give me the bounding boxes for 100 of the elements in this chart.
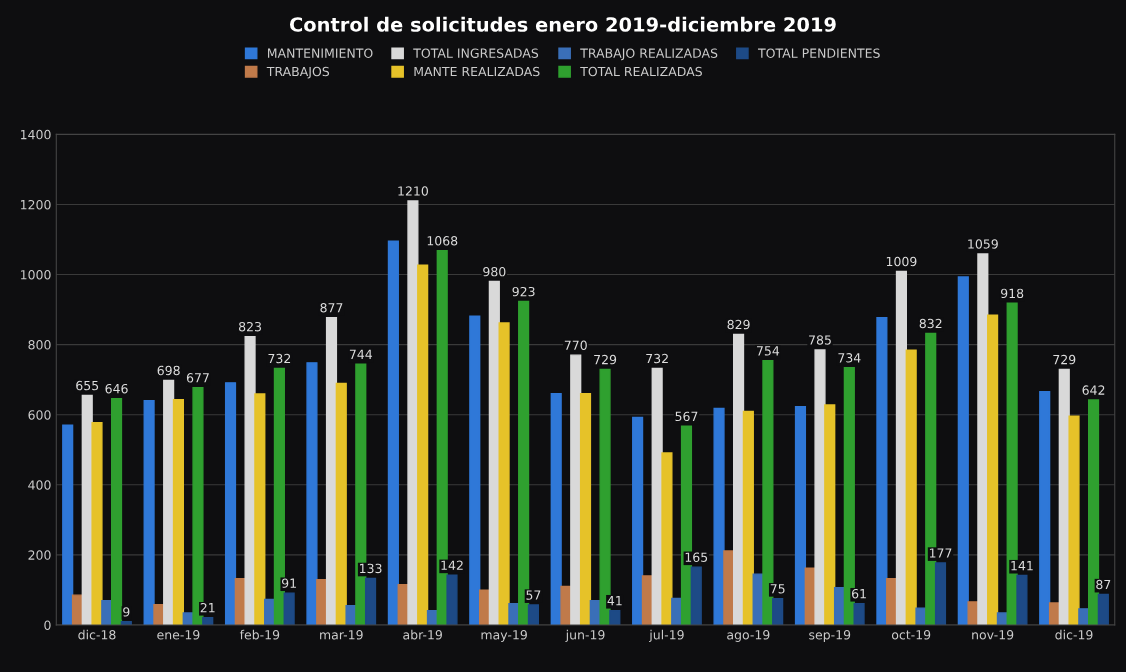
data-label: 877	[320, 303, 343, 313]
y-tick-label: 1400	[21, 129, 51, 140]
data-label: 9	[123, 607, 130, 617]
y-tick-label: 1200	[21, 199, 51, 210]
data-label: 729	[594, 354, 617, 365]
data-label: 142	[441, 560, 463, 570]
x-tick-label: may-19	[481, 630, 527, 642]
x-tick-label: mar-19	[320, 630, 363, 640]
bar	[527, 604, 539, 625]
bar	[364, 577, 377, 625]
data-label: 141	[1011, 561, 1033, 571]
data-label: 734	[838, 353, 861, 363]
bar	[172, 398, 185, 625]
bar	[853, 602, 865, 625]
data-label: 165	[685, 552, 708, 562]
bar	[325, 316, 338, 625]
data-label: 829	[727, 319, 750, 330]
bar	[387, 240, 399, 625]
x-tick-label: ene-19	[157, 630, 200, 640]
bar	[1016, 574, 1028, 625]
bar	[110, 397, 123, 625]
x-tick-label: feb-19	[239, 629, 280, 640]
bar	[488, 280, 500, 625]
bar	[742, 410, 754, 625]
legend-label: TOTAL PENDIENTES	[757, 48, 880, 58]
chart-title: Control de solicitudes enero 2019-diciembre 2019	[289, 16, 836, 32]
data-label: 832	[919, 318, 942, 329]
data-label: 41	[607, 596, 622, 606]
bar	[905, 349, 917, 625]
bar	[91, 422, 103, 625]
bar	[772, 597, 784, 625]
bar	[62, 424, 74, 625]
data-label: 980	[483, 266, 506, 277]
bar	[814, 349, 826, 625]
data-label: 61	[852, 588, 866, 599]
bar	[1039, 390, 1051, 625]
bar	[794, 405, 807, 625]
bar	[661, 452, 673, 625]
data-label: 1059	[968, 239, 998, 249]
bar	[469, 315, 481, 625]
bar	[283, 592, 295, 625]
bar	[632, 416, 644, 625]
data-label: 567	[675, 411, 698, 422]
data-label: 133	[360, 563, 382, 574]
bar	[254, 393, 266, 625]
x-tick-label: dic-19	[1055, 629, 1093, 640]
data-label: 87	[1096, 579, 1111, 590]
bar	[824, 404, 836, 625]
bar	[407, 200, 419, 625]
data-label: 646	[105, 383, 128, 394]
data-label: 732	[268, 353, 291, 364]
bar	[244, 335, 256, 625]
legend-label: TOTAL INGRESADAS	[413, 48, 539, 58]
data-label: 823	[238, 321, 261, 332]
y-tick-label: 400	[28, 480, 51, 490]
legend-label: TRABAJOS	[266, 66, 330, 79]
data-label: 1009	[886, 256, 917, 267]
data-label: 754	[756, 346, 780, 356]
x-tick-label: ago-19	[727, 630, 770, 642]
x-tick-label: dic-18	[78, 629, 116, 640]
bar	[876, 316, 888, 625]
bar	[934, 562, 947, 625]
x-tick-label: oct-19	[891, 630, 931, 640]
legend-label: MANTENIMIENTO	[268, 48, 373, 58]
y-tick-label: 0	[44, 620, 51, 630]
bar	[987, 314, 999, 625]
bar	[977, 253, 989, 625]
data-label: 677	[186, 373, 209, 383]
data-label: 642	[1082, 385, 1105, 395]
data-label: 57	[526, 590, 541, 600]
x-tick-label: jun-19	[565, 629, 605, 642]
data-label: 770	[564, 340, 587, 350]
data-label: 918	[1001, 288, 1024, 299]
data-label: 21	[200, 602, 215, 613]
bar	[733, 333, 745, 625]
data-label: 91	[281, 578, 296, 588]
y-tick-label: 600	[28, 410, 51, 420]
data-label: 923	[512, 286, 535, 297]
bar	[713, 407, 725, 625]
bar	[579, 393, 592, 625]
bar	[609, 609, 621, 625]
bar	[446, 574, 458, 625]
bar	[417, 264, 429, 625]
y-tick-label: 800	[28, 340, 51, 350]
data-label: 1068	[427, 236, 458, 246]
bar	[1097, 593, 1109, 625]
bar	[895, 270, 908, 625]
bar	[498, 322, 510, 625]
bar	[224, 382, 237, 625]
y-tick-label: 200	[28, 550, 51, 560]
data-label: 744	[349, 349, 373, 359]
bar	[335, 382, 347, 625]
data-label: 729	[1053, 354, 1076, 365]
legend-label: TRABAJO REALIZADAS	[580, 48, 718, 61]
x-tick-label: nov-19	[972, 630, 1014, 640]
data-label: 1210	[398, 186, 428, 196]
legend-label: MANTE REALIZADAS	[414, 66, 540, 77]
bar	[570, 354, 582, 625]
x-tick-label: jul-19	[649, 629, 684, 642]
bar	[143, 400, 155, 625]
